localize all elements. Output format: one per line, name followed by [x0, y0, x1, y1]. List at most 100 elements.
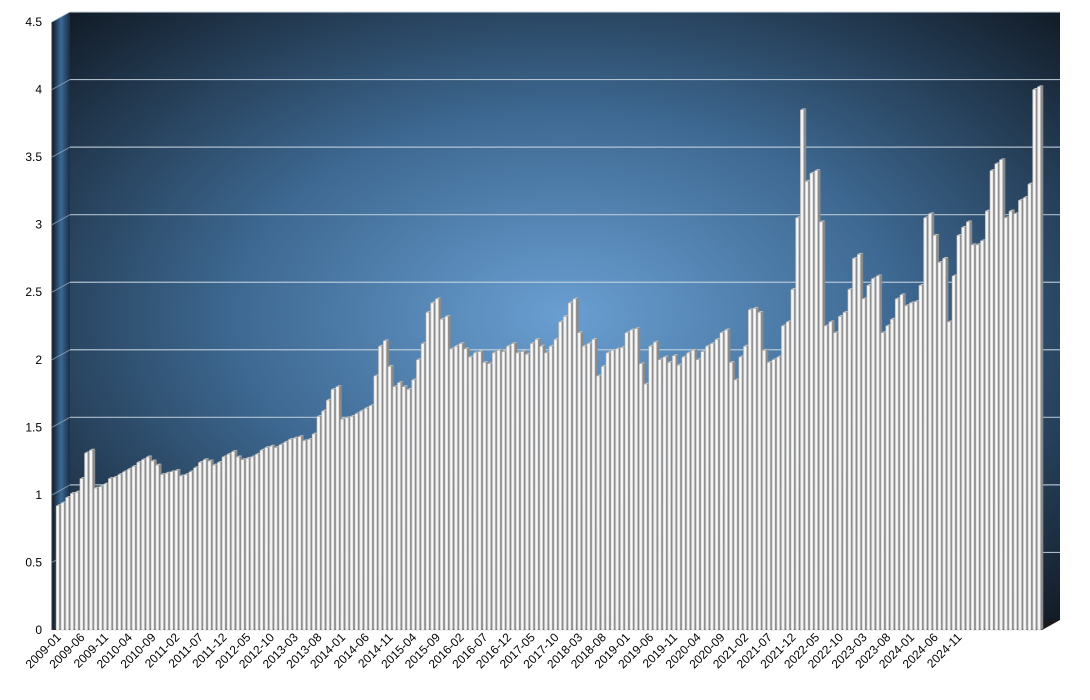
bar-top — [122, 470, 129, 472]
bar-front — [838, 316, 842, 631]
bar-top — [188, 470, 195, 472]
bar-front — [520, 351, 525, 631]
bar-top — [558, 320, 565, 322]
bar-top — [1023, 196, 1030, 198]
bar-front — [875, 275, 880, 631]
bar-top — [515, 351, 522, 354]
bar-top — [861, 297, 868, 299]
bar-front — [947, 321, 951, 631]
bar-front — [648, 346, 653, 631]
bar-front — [643, 383, 648, 631]
bar-front — [439, 319, 444, 631]
bar-top — [871, 277, 878, 279]
bar-front — [245, 458, 250, 631]
bar-front — [174, 470, 179, 631]
bar-top — [207, 459, 214, 462]
bar-top — [240, 458, 247, 460]
bar-top — [430, 301, 437, 304]
bar-front — [695, 359, 700, 631]
bar-top — [795, 216, 802, 218]
bar-top — [108, 477, 115, 479]
bar-front — [539, 346, 544, 631]
bar-top — [724, 328, 731, 331]
bar-top — [245, 456, 252, 459]
bar-front — [288, 439, 292, 631]
bar-top — [752, 306, 759, 309]
bar-top — [89, 448, 96, 451]
bar-front — [667, 362, 672, 631]
bar-top — [212, 463, 219, 466]
bar-front — [416, 359, 420, 631]
bar-front — [591, 339, 596, 631]
bar-front — [681, 356, 686, 631]
bar-front — [553, 339, 558, 631]
bar-front — [354, 413, 359, 631]
bar-front — [657, 359, 662, 631]
bar-front — [885, 325, 890, 631]
bar-front — [928, 213, 932, 631]
bar-front — [60, 502, 65, 631]
bar-front — [65, 497, 70, 631]
bar-top — [93, 486, 100, 489]
bar-front — [819, 221, 823, 631]
bar-front — [378, 346, 382, 631]
bar-top — [435, 297, 442, 299]
bar-top — [387, 365, 394, 367]
bar-front — [719, 332, 724, 631]
y-tick-label: 0.5 — [25, 555, 42, 569]
bar-front — [596, 375, 600, 631]
bar-front — [909, 302, 913, 631]
bar-front — [714, 339, 719, 631]
bar-top — [150, 459, 157, 462]
bar-front — [316, 416, 321, 631]
bar-front — [525, 354, 529, 631]
bar-top — [956, 233, 963, 236]
y-tick-label: 4.5 — [25, 15, 42, 29]
bar-top — [250, 455, 257, 458]
bar-front — [510, 343, 515, 631]
bar-front — [804, 181, 809, 631]
bar-front — [302, 440, 307, 631]
bar-front — [686, 352, 691, 631]
bar-front — [363, 408, 368, 631]
bar-front — [278, 444, 283, 631]
bar-front — [112, 477, 117, 631]
bar-front — [795, 217, 800, 631]
bar-top — [117, 473, 124, 475]
bar-top — [155, 463, 162, 466]
bar-top — [885, 324, 892, 326]
bar-front — [273, 447, 278, 631]
bar-front — [757, 312, 762, 631]
bar-top — [174, 469, 181, 471]
bar-front — [150, 460, 155, 631]
bar-top — [458, 342, 465, 344]
bar-top — [681, 355, 688, 358]
bar-top — [368, 404, 375, 406]
bar-top — [947, 320, 954, 322]
bar-top — [439, 317, 446, 320]
bar-front — [890, 319, 894, 631]
bar-front — [975, 244, 980, 631]
bar-front — [894, 298, 899, 631]
bar-top — [283, 440, 290, 443]
bar-front — [117, 474, 122, 631]
bar-top — [942, 256, 949, 259]
bar-top — [904, 304, 911, 306]
bar-front — [771, 359, 776, 631]
bar-top — [577, 331, 584, 333]
bar-top — [918, 283, 925, 286]
bar-top — [198, 460, 205, 463]
bar-front — [506, 346, 510, 631]
bar-top — [605, 351, 612, 354]
bar-top — [354, 412, 361, 414]
bar-top — [221, 455, 228, 458]
bar-top — [70, 492, 77, 494]
bar-top — [586, 342, 593, 344]
bar-top — [786, 320, 793, 322]
bar-top — [136, 460, 143, 463]
bar-front — [326, 400, 330, 631]
bar-front — [1013, 213, 1018, 631]
bar-top — [402, 385, 409, 387]
bar-top — [880, 331, 887, 333]
